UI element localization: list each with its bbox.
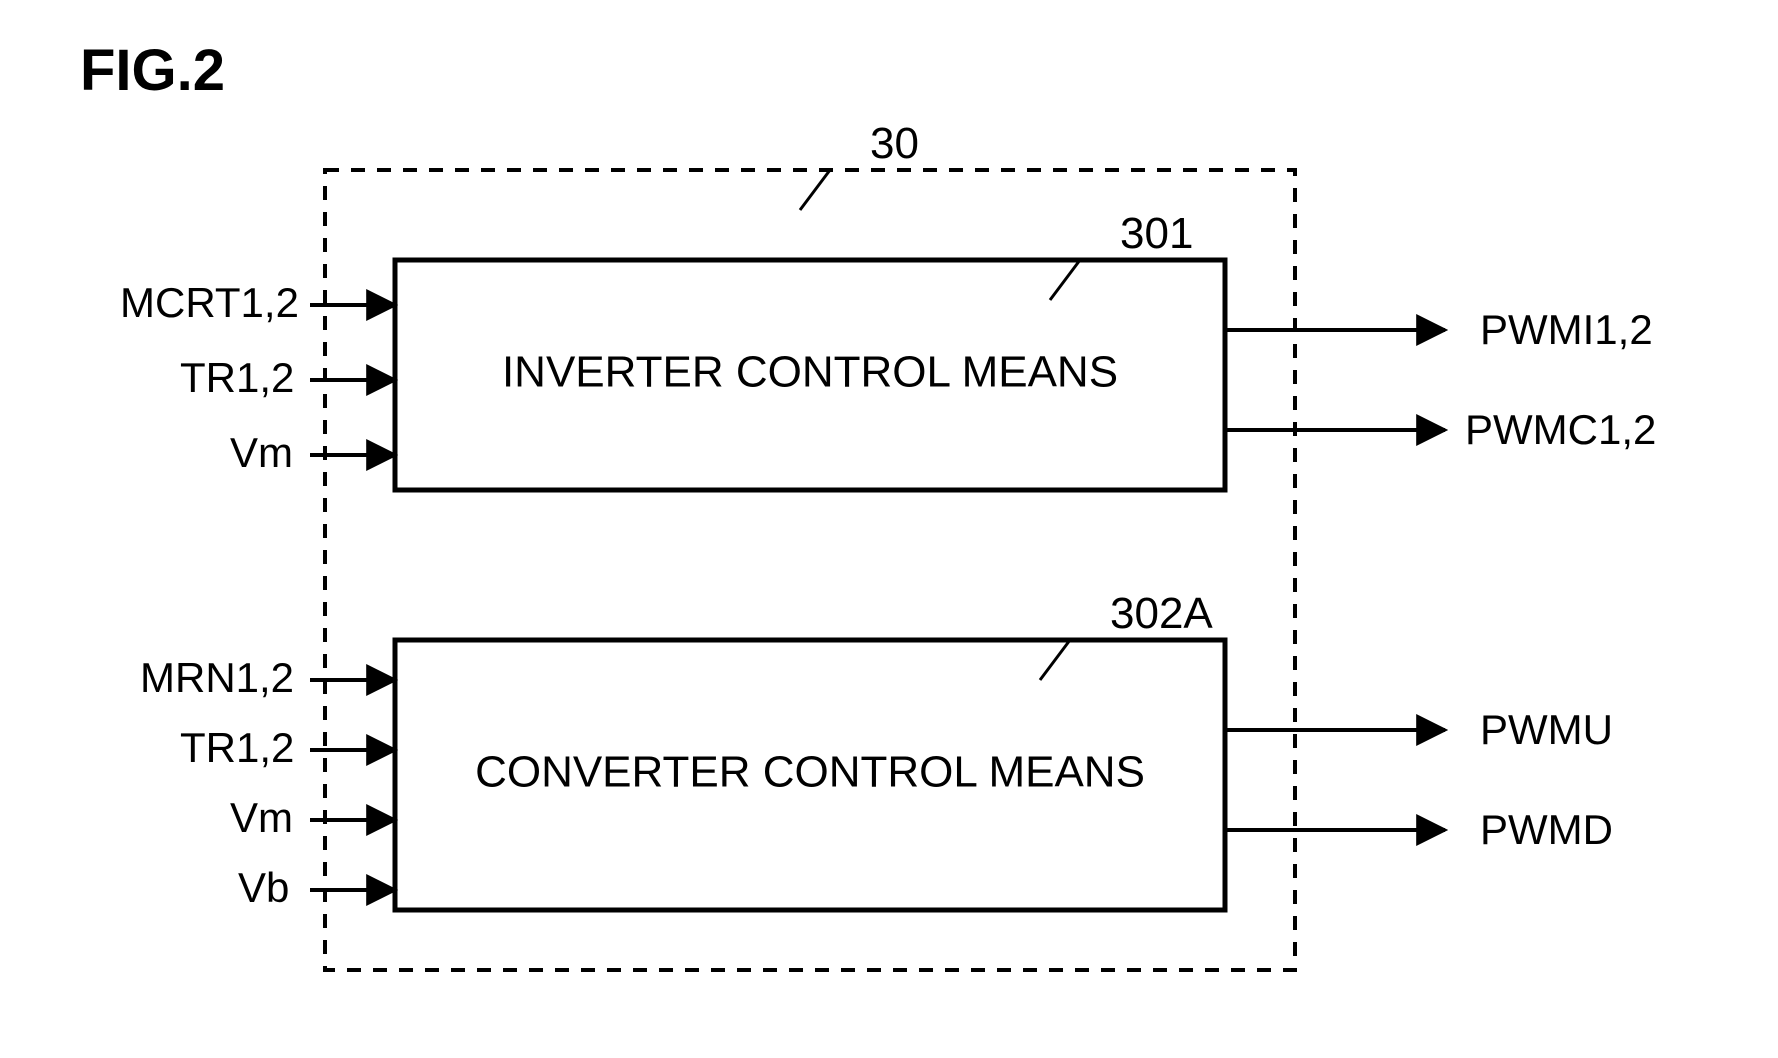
converter-input-label: TR1,2 xyxy=(180,724,294,771)
converter-input-label: MRN1,2 xyxy=(140,654,294,701)
converter-output-label: PWMD xyxy=(1480,806,1613,853)
inverter-output-label: PWMC1,2 xyxy=(1465,406,1656,453)
inverter-input-label: MCRT1,2 xyxy=(120,279,299,326)
inverter-input-label: Vm xyxy=(230,429,293,476)
converter-output-label: PWMU xyxy=(1480,706,1613,753)
converter-input-label: Vm xyxy=(230,794,293,841)
inverter-label: INVERTER CONTROL MEANS xyxy=(502,348,1118,397)
converter-input-label: Vb xyxy=(238,864,289,911)
inverter-input-label: TR1,2 xyxy=(180,354,294,401)
converter-ref-label: 302A xyxy=(1110,589,1213,638)
inverter-ref-label: 301 xyxy=(1120,209,1193,258)
converter-label: CONVERTER CONTROL MEANS xyxy=(475,748,1145,797)
figure-title: FIG.2 xyxy=(80,38,225,103)
container-ref-label: 30 xyxy=(870,119,919,168)
inverter-output-label: PWMI1,2 xyxy=(1480,306,1653,353)
